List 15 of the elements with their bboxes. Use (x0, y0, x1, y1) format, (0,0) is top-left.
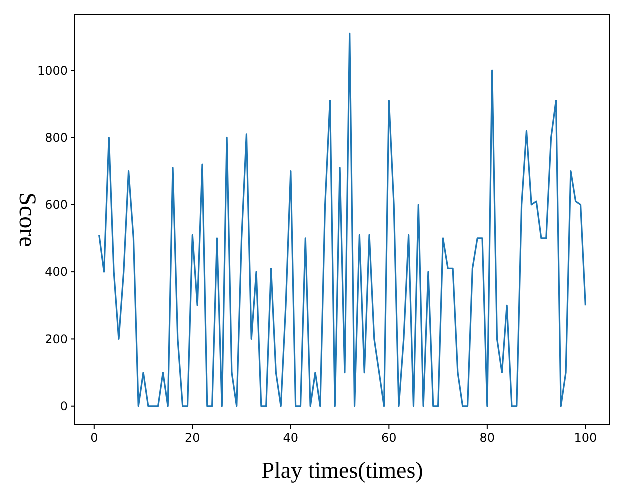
x-tick-label: 60 (382, 431, 397, 445)
y-axis-title: Score (14, 192, 40, 248)
x-axis-title: Play times(times) (262, 458, 424, 483)
y-tick-label: 400 (45, 265, 68, 280)
x-tick-label: 20 (185, 431, 200, 445)
x-tick-label: 40 (283, 431, 299, 445)
x-tick-label: 100 (574, 431, 598, 445)
line-series (98, 32, 586, 408)
x-tick-label: 0 (90, 431, 98, 445)
y-tick-label: 600 (45, 198, 68, 212)
y-tick-label: 1000 (37, 64, 68, 78)
y-tick-label: 200 (45, 332, 68, 346)
y-tick-label: 0 (60, 400, 68, 414)
x-tick-label: 80 (480, 431, 496, 445)
y-tick-label: 800 (45, 130, 68, 145)
